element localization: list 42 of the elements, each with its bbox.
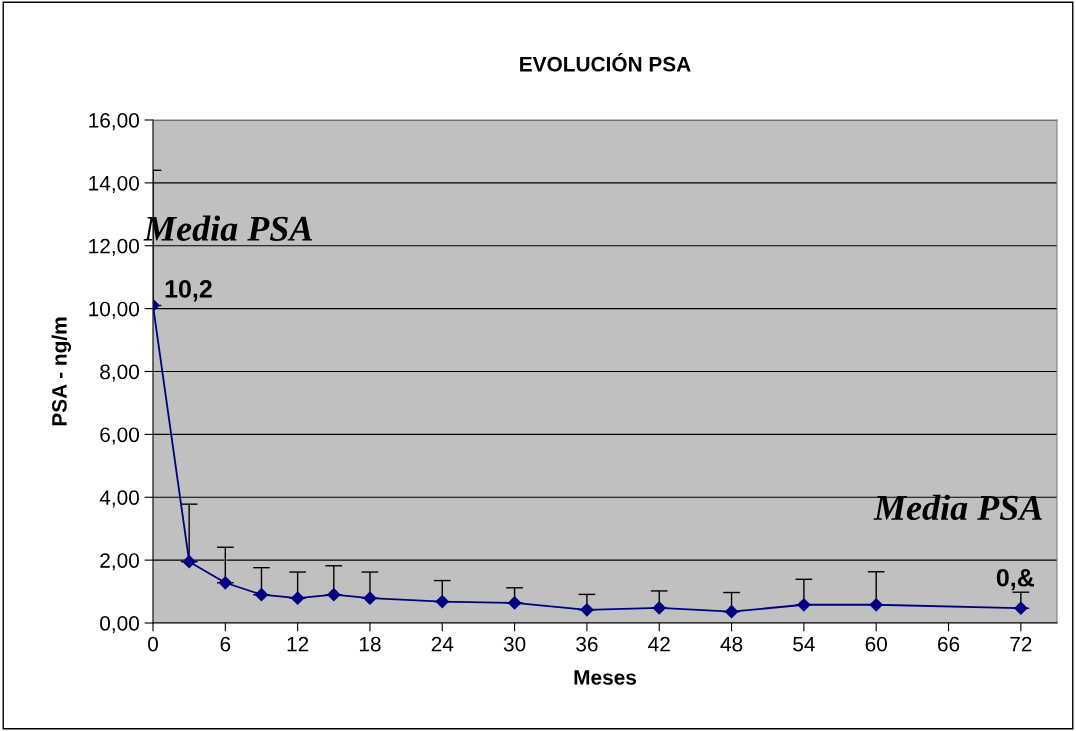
point xyxy=(797,598,811,612)
x-tick-label: 36 xyxy=(576,636,598,652)
point xyxy=(435,595,449,609)
x-tick-label: 66 xyxy=(937,636,960,652)
point xyxy=(652,601,666,615)
x-axis-title: Meses xyxy=(574,670,636,685)
x-tick-label: 0 xyxy=(148,636,158,652)
x-tick-label: 24 xyxy=(431,636,454,652)
point xyxy=(869,598,883,612)
y-tick-label: 2,00 xyxy=(100,553,139,571)
chart-title: EVOLUCIÓN PSA xyxy=(520,52,691,72)
y-tick-label: 0,00 xyxy=(100,616,139,634)
point xyxy=(508,596,522,610)
annotation: 10,2 xyxy=(165,280,212,302)
y-tick-label: 6,00 xyxy=(100,427,139,445)
y-tick-label: 12,00 xyxy=(89,238,139,256)
x-tick-label: 30 xyxy=(503,636,526,652)
x-tick-label: 48 xyxy=(720,636,743,652)
y-tick-label: 16,00 xyxy=(89,113,139,131)
point xyxy=(1014,601,1028,615)
x-tick-label: 72 xyxy=(1010,636,1032,652)
point xyxy=(254,588,269,602)
y-tick-label: 8,00 xyxy=(100,364,139,382)
point xyxy=(327,588,341,602)
point xyxy=(580,603,594,617)
x-tick-label: 42 xyxy=(648,636,670,652)
y-tick-label: 14,00 xyxy=(89,175,139,194)
x-tick-label: 54 xyxy=(793,636,815,652)
x-tick-label: 12 xyxy=(287,636,309,652)
point xyxy=(291,591,305,605)
y-tick-label: 4,00 xyxy=(99,490,139,508)
x-tick-label: 6 xyxy=(220,636,231,652)
x-tick-label: 60 xyxy=(865,636,887,652)
point xyxy=(218,576,232,590)
annotation: 0,& xyxy=(996,568,1034,591)
y-axis-title: PSA - ng/m xyxy=(51,317,72,426)
point xyxy=(363,591,377,605)
point xyxy=(182,555,196,569)
y-tick-label: 10,00 xyxy=(89,301,139,319)
annotation: Media PSA xyxy=(873,494,1042,521)
point xyxy=(724,605,739,619)
x-tick-label: 18 xyxy=(359,636,381,652)
